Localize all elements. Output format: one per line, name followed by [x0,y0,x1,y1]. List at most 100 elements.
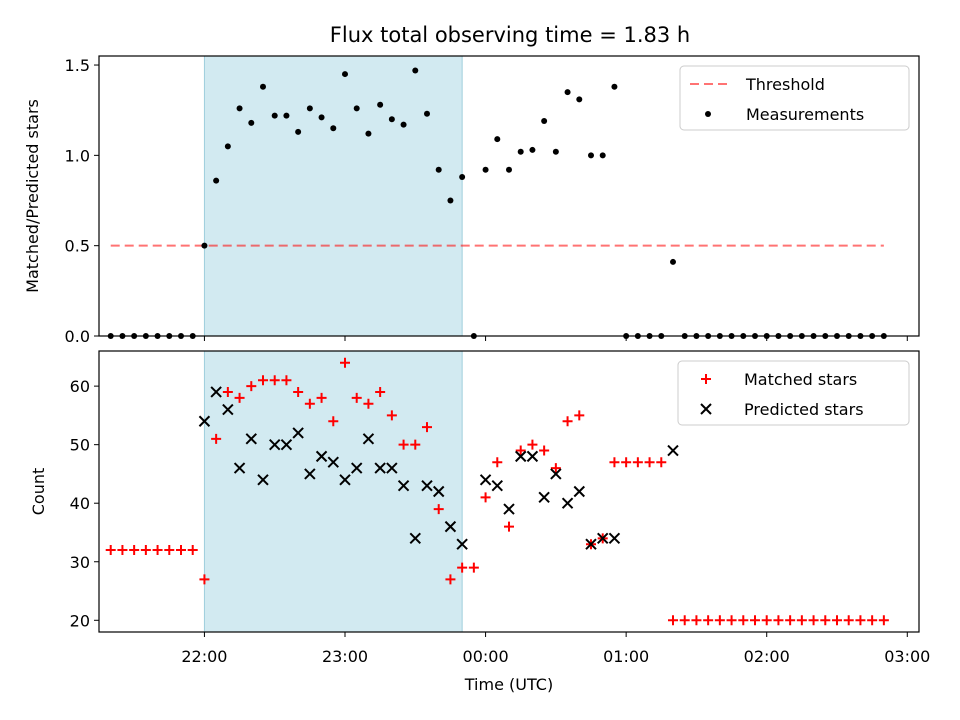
data-point [761,615,772,626]
data-point [435,166,442,173]
y-axis-label: Matched/Predicted stars [23,99,42,293]
data-point [750,615,760,626]
observing-window-span [203,55,463,337]
legend: Matched stars Predicted stars [677,360,910,426]
data-point [224,143,231,150]
data-point [353,105,360,112]
data-point [668,615,678,626]
data-point [315,450,328,463]
data-point [667,444,679,457]
data-point [491,479,503,492]
data-point [222,403,234,416]
data-point [506,166,512,173]
data-point [738,615,749,626]
data-point [304,398,315,409]
data-point [468,562,479,573]
data-point [456,538,468,550]
data-point [293,386,304,397]
data-point [561,497,574,509]
data-point [316,392,327,403]
bottom-panel-count-plot: 20 30 40 50 60 22:00 23:00 00:00 01:00 02:00 03:00… [29,350,930,694]
data-point [447,197,454,204]
x-tick-label: 03:00 [884,647,930,666]
data-point [410,439,421,450]
data-point [529,146,536,153]
data-point [573,485,585,498]
data-point [176,545,186,556]
data-point [199,574,210,585]
data-point [552,148,559,155]
data-point [444,520,457,533]
data-point [409,532,421,545]
data-point [105,545,116,556]
data-point [564,89,571,96]
data-point [129,545,140,556]
data-point [398,439,409,450]
data-point [211,433,222,444]
data-point [245,433,257,445]
data-point [306,105,313,112]
y-tick-label: 40 [70,494,90,513]
data-point [808,615,819,626]
data-point [517,148,524,155]
data-point [796,615,807,626]
series-matched-stars [105,357,889,626]
y-tick-label: 50 [70,436,90,455]
data-point [377,101,384,108]
data-point [365,130,372,137]
data-point [248,119,255,126]
data-point [386,462,398,474]
data-point [330,125,337,132]
data-point [539,445,550,456]
data-point [574,410,585,421]
data-point [363,398,374,409]
data-point [608,532,621,545]
data-point [494,136,501,143]
data-point [457,562,468,573]
data-point [609,457,620,468]
data-point [597,532,609,545]
data-point [187,545,198,556]
data-point [222,386,233,397]
data-point [328,416,339,427]
data-point [445,574,456,585]
data-point [785,615,796,626]
data-point [843,615,854,626]
data-point [515,445,526,456]
data-point [820,615,831,626]
data-point [479,474,492,486]
data-point [550,463,561,474]
data-point [412,67,419,74]
data-point [257,474,269,486]
data-point [644,457,655,468]
y-tick-label: 20 [70,611,90,630]
data-point [576,96,583,103]
y-tick-label: 0.5 [65,237,90,256]
legend-box [677,360,910,426]
data-point [375,386,386,397]
data-point [599,152,606,159]
y-tick-label: 1.0 [65,146,90,165]
data-point [867,615,878,626]
data-point [679,615,690,626]
data-point [459,174,466,181]
data-point [260,83,266,90]
data-point [433,504,444,515]
data-point [541,118,548,125]
data-point [832,615,842,626]
top-panel-ratio-plot: 0.0 0.5 1.0 1.5 Matched/Predicted stars Thres… [23,55,920,346]
chart-title: Flux total observing time = 1.83 h [330,23,690,47]
data-point [339,474,351,486]
data-point [515,450,527,463]
data-point [213,177,220,184]
data-point [538,491,550,504]
y-axis-label: Count [29,468,48,516]
axes-frame [98,55,920,337]
data-point [397,479,410,492]
legend-box [679,65,910,131]
data-point [374,462,386,474]
data-point [198,415,211,427]
data-point [550,468,562,480]
legend-label: Matched stars [744,370,857,389]
